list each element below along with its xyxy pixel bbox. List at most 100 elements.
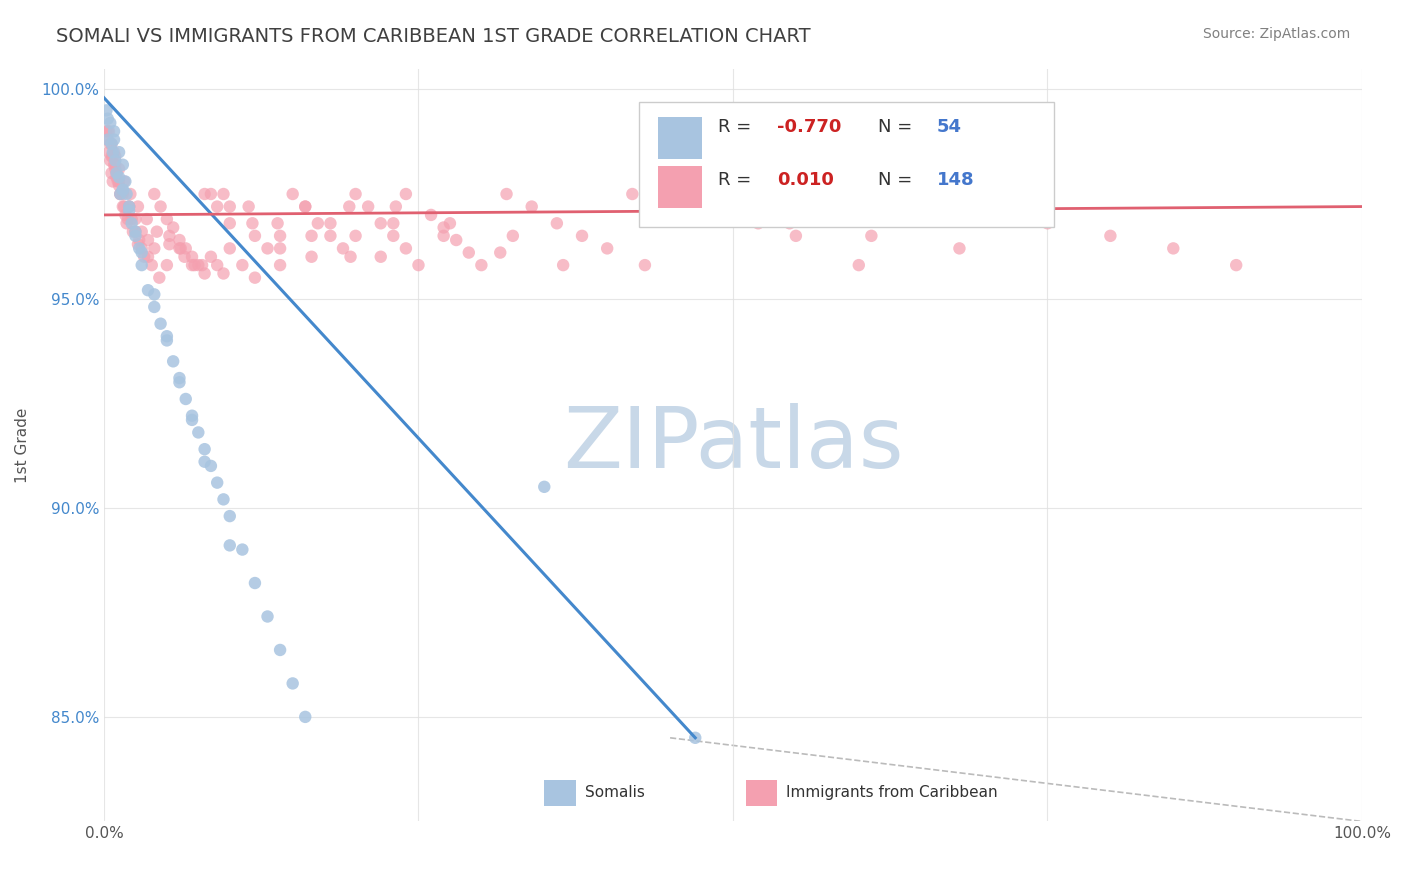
Point xyxy=(709,200,731,214)
Point xyxy=(973,200,995,214)
Point xyxy=(148,270,170,285)
Point xyxy=(269,228,291,243)
FancyBboxPatch shape xyxy=(658,167,702,208)
Point xyxy=(110,186,132,201)
Point xyxy=(357,200,380,214)
Point xyxy=(242,216,264,230)
Point xyxy=(115,216,138,230)
Point xyxy=(672,186,695,201)
Point xyxy=(281,186,304,201)
Text: 0.010: 0.010 xyxy=(778,171,834,189)
Point xyxy=(779,216,801,230)
Point xyxy=(114,174,136,188)
Point xyxy=(634,258,657,272)
Point xyxy=(200,458,222,473)
Point xyxy=(243,228,266,243)
Point xyxy=(911,186,934,201)
Point xyxy=(149,317,172,331)
FancyBboxPatch shape xyxy=(544,780,575,806)
Point xyxy=(174,241,197,255)
Point xyxy=(103,124,125,138)
Point xyxy=(121,216,143,230)
Point xyxy=(420,208,443,222)
Point xyxy=(696,200,718,214)
Point xyxy=(134,250,156,264)
Point xyxy=(621,186,644,201)
Point xyxy=(157,237,180,252)
Text: N =: N = xyxy=(877,171,918,189)
Point xyxy=(98,145,121,160)
Point xyxy=(105,166,128,180)
Point xyxy=(108,145,131,160)
Point xyxy=(785,228,807,243)
Point xyxy=(127,237,149,252)
Point xyxy=(294,200,316,214)
Point xyxy=(100,136,122,151)
Point xyxy=(100,136,122,151)
FancyBboxPatch shape xyxy=(638,103,1053,227)
Point xyxy=(118,200,141,214)
Point xyxy=(553,258,575,272)
Point xyxy=(382,228,405,243)
Point xyxy=(149,200,172,214)
Point xyxy=(344,228,367,243)
Text: Somalis: Somalis xyxy=(585,785,644,800)
Point xyxy=(108,170,131,185)
Point xyxy=(169,371,191,385)
Point xyxy=(97,133,120,147)
Point xyxy=(120,186,142,201)
Point xyxy=(385,200,408,214)
Point xyxy=(111,186,134,201)
Point xyxy=(98,116,121,130)
Point xyxy=(128,241,150,255)
Point xyxy=(100,166,122,180)
Point xyxy=(127,200,149,214)
Point xyxy=(124,225,146,239)
Point xyxy=(212,186,235,201)
Point xyxy=(337,200,360,214)
Point xyxy=(143,300,166,314)
Point xyxy=(294,710,316,724)
Point xyxy=(238,200,260,214)
Point xyxy=(108,161,131,176)
Point xyxy=(169,233,191,247)
Point xyxy=(433,220,456,235)
Point xyxy=(187,425,209,440)
Text: 148: 148 xyxy=(936,171,974,189)
FancyBboxPatch shape xyxy=(745,780,778,806)
Point xyxy=(191,258,214,272)
Point xyxy=(131,241,153,255)
Point xyxy=(105,166,128,180)
Point xyxy=(181,258,204,272)
Point xyxy=(118,203,141,218)
Point xyxy=(98,136,121,151)
Point xyxy=(256,241,278,255)
Point xyxy=(131,225,153,239)
Point xyxy=(103,133,125,147)
Point xyxy=(489,245,512,260)
Point xyxy=(339,250,361,264)
Point xyxy=(596,241,619,255)
Y-axis label: 1st Grade: 1st Grade xyxy=(15,408,30,483)
Point xyxy=(104,161,127,176)
Point xyxy=(110,186,132,201)
Point xyxy=(118,200,141,214)
Point xyxy=(98,124,121,138)
Point xyxy=(146,225,169,239)
Point xyxy=(269,643,291,657)
Point xyxy=(100,149,122,163)
Point xyxy=(294,200,316,214)
Point xyxy=(218,216,240,230)
Point xyxy=(747,216,769,230)
Point xyxy=(162,220,184,235)
Point xyxy=(683,731,706,745)
Point xyxy=(266,216,288,230)
Point xyxy=(122,225,145,239)
Point xyxy=(370,216,392,230)
Text: 54: 54 xyxy=(936,119,962,136)
Point xyxy=(156,329,179,343)
Point xyxy=(124,225,146,239)
Point xyxy=(169,241,191,255)
Point xyxy=(218,538,240,552)
Point xyxy=(97,133,120,147)
